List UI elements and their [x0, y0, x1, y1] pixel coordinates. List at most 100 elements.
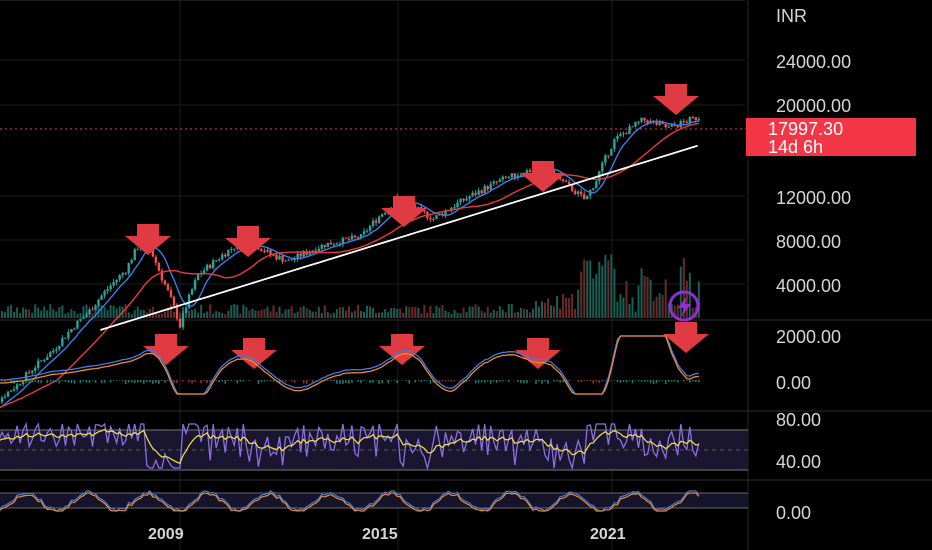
volume-bar: [504, 312, 507, 318]
macd-histogram-bar: [643, 380, 646, 382]
macd-histogram-bar: [372, 380, 374, 383]
volume-bar: [441, 304, 444, 318]
volume-bar: [242, 304, 245, 318]
volume-bar: [465, 312, 468, 318]
candle-body: [21, 381, 25, 385]
macd-histogram-bar: [556, 380, 558, 382]
volume-bar: [206, 311, 209, 318]
macd-histogram-bar: [378, 380, 380, 384]
candle-body: [124, 273, 127, 275]
macd-histogram-bar: [447, 380, 450, 382]
candle-body: [573, 190, 577, 194]
volume-bar: [139, 310, 142, 318]
macd-histogram-bar: [610, 380, 613, 381]
candle-body: [115, 279, 118, 283]
candle-body: [697, 119, 701, 121]
volume-bar: [553, 306, 556, 318]
down-arrow-icon: [231, 338, 277, 369]
volume-bar: [203, 313, 206, 318]
price-axis[interactable]: INR 24000.00 20000.00 12000.00 8000.00 4…: [776, 6, 851, 296]
candle-body: [320, 244, 323, 249]
macd-histogram-bar: [420, 380, 423, 382]
volume-bar: [100, 305, 103, 318]
long-term-average-line: [100, 144, 698, 331]
candle-body: [667, 126, 670, 128]
volume-bar: [124, 304, 127, 318]
macd-histogram-bar: [692, 380, 694, 382]
macd-histogram-bar: [203, 380, 205, 382]
volume-bar: [429, 305, 432, 318]
candle-body: [34, 367, 37, 371]
candle-body: [70, 328, 73, 332]
volume-bar: [411, 306, 414, 318]
candle-body: [112, 282, 115, 286]
candle-body: [380, 214, 384, 217]
macd-histogram-bar: [49, 380, 52, 382]
volume-bar: [381, 312, 384, 318]
volume-bar: [444, 310, 447, 318]
macd-histogram-bar: [305, 380, 308, 384]
macd-histogram-bar: [342, 380, 344, 384]
volume-bar: [673, 305, 676, 318]
candle-body: [302, 251, 305, 257]
macd-histogram-bar: [64, 380, 67, 382]
volume-bar: [360, 310, 362, 318]
volume-bar: [369, 306, 372, 318]
volume-bar: [212, 313, 215, 318]
volume-bar: [516, 311, 519, 318]
macd-histogram-bar: [4, 380, 6, 383]
candle-body: [655, 121, 658, 125]
volume-bar: [329, 313, 332, 318]
candle-body: [160, 270, 164, 281]
candle-body: [88, 309, 91, 315]
macd-histogram-bar: [336, 380, 338, 384]
macd-histogram-bar: [676, 380, 679, 383]
down-arrow-icon: [663, 322, 709, 353]
macd-histogram-bar: [667, 380, 670, 382]
macd-histogram-bar: [10, 380, 12, 383]
macd-histogram-bar: [161, 380, 163, 381]
candle-body: [314, 250, 317, 252]
macd-histogram-bar: [46, 380, 49, 384]
candle-body: [52, 350, 55, 353]
macd-histogram-bar: [348, 380, 350, 384]
macd-histogram-bar: [429, 380, 432, 384]
macd-histogram-bar: [381, 380, 383, 384]
volume-bar: [474, 304, 477, 318]
macd-histogram-bar: [218, 380, 221, 383]
volume-bar: [640, 268, 643, 318]
macd-histogram-bar: [215, 380, 217, 382]
volume-bar: [498, 306, 501, 318]
volume-bar: [601, 265, 604, 318]
candle-body: [471, 192, 474, 197]
volume-bar: [94, 307, 97, 318]
macd-line: [0, 335, 699, 395]
candle-body: [356, 237, 360, 239]
candle-body: [486, 186, 489, 190]
macd-histogram-bar: [438, 380, 441, 383]
candle-body: [12, 389, 16, 391]
candle-body: [489, 183, 492, 190]
candle-body: [193, 280, 197, 290]
macd-histogram-bar: [127, 380, 130, 383]
rsi-axis-label: 40.00: [776, 452, 821, 472]
lightning-icon[interactable]: [668, 290, 700, 322]
candle-body: [49, 352, 52, 358]
volume-bar: [293, 313, 296, 318]
macd-histogram-bar: [541, 380, 543, 384]
candle-body: [260, 249, 263, 251]
volume-bar: [547, 298, 550, 318]
volume-bar: [510, 303, 513, 318]
macd-histogram-bar: [670, 380, 673, 382]
volume-bar: [58, 307, 61, 318]
candle-body: [625, 133, 628, 135]
volume-bar: [64, 313, 67, 318]
candle-body: [103, 291, 106, 296]
time-axis[interactable]: 2009 2015 2021: [148, 526, 626, 543]
macd-histogram-bar: [136, 380, 139, 383]
macd-histogram-bar: [330, 380, 332, 381]
volume-bar: [341, 307, 344, 318]
volume-bar: [414, 306, 417, 318]
volume-bar: [350, 312, 353, 318]
